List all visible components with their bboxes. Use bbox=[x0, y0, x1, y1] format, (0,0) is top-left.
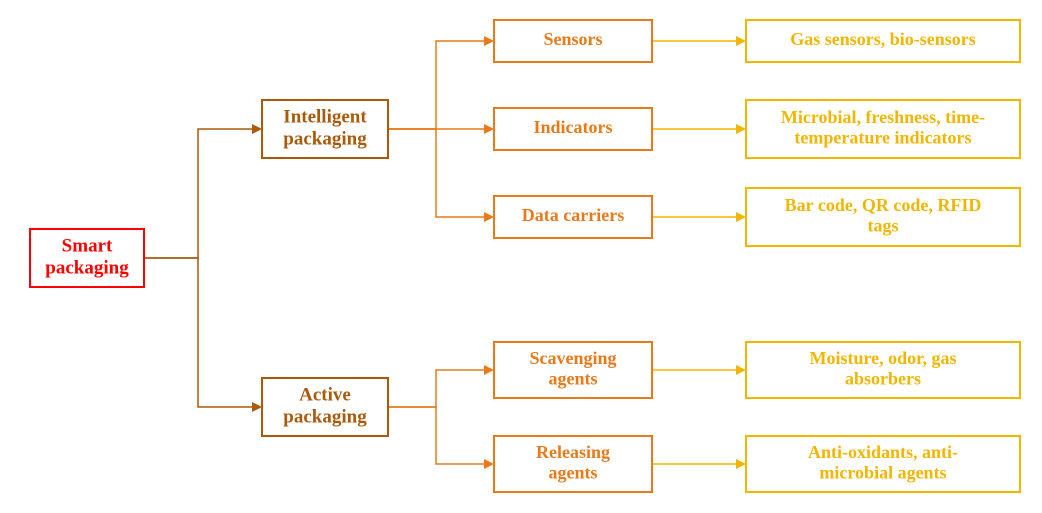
node-label: Gas sensors, bio-sensors bbox=[790, 29, 976, 49]
arrowhead-icon bbox=[484, 124, 494, 134]
edge-active-scavenging bbox=[388, 370, 484, 407]
node-antioxidants: Anti-oxidants, anti-microbial agents bbox=[746, 436, 1020, 492]
node-label: Intelligent bbox=[283, 106, 367, 127]
node-intelligent: Intelligentpackaging bbox=[262, 100, 388, 158]
arrowhead-icon bbox=[736, 459, 746, 469]
node-gas_sensors: Gas sensors, bio-sensors bbox=[746, 20, 1020, 62]
node-label: agents bbox=[549, 462, 598, 482]
node-label: packaging bbox=[283, 128, 367, 149]
arrowhead-icon bbox=[484, 36, 494, 46]
node-root: Smartpackaging bbox=[30, 229, 144, 287]
node-label: Bar code, QR code, RFID bbox=[785, 195, 982, 215]
node-moisture: Moisture, odor, gasabsorbers bbox=[746, 342, 1020, 398]
node-label: tags bbox=[868, 215, 899, 235]
node-label: Releasing bbox=[536, 442, 610, 462]
node-label: Scavenging bbox=[529, 348, 616, 368]
edge-root-intelligent bbox=[144, 129, 252, 258]
node-indicators: Indicators bbox=[494, 108, 652, 150]
arrowhead-icon bbox=[736, 124, 746, 134]
node-microbial: Microbial, freshness, time-temperature i… bbox=[746, 100, 1020, 158]
node-label: microbial agents bbox=[819, 462, 946, 482]
edge-root-active bbox=[144, 258, 252, 407]
node-label: absorbers bbox=[845, 368, 921, 388]
edge-active-releasing bbox=[388, 407, 484, 464]
node-label: packaging bbox=[283, 406, 367, 427]
node-label: Active bbox=[299, 384, 351, 405]
arrowhead-icon bbox=[252, 124, 262, 134]
node-sensors: Sensors bbox=[494, 20, 652, 62]
node-releasing: Releasingagents bbox=[494, 436, 652, 492]
node-label: Data carriers bbox=[522, 205, 624, 225]
node-scavenging: Scavengingagents bbox=[494, 342, 652, 398]
arrowhead-icon bbox=[252, 402, 262, 412]
edge-intelligent-sensors bbox=[388, 41, 484, 129]
arrowhead-icon bbox=[484, 212, 494, 222]
node-label: Sensors bbox=[543, 29, 602, 49]
arrowhead-icon bbox=[484, 365, 494, 375]
arrowhead-icon bbox=[736, 365, 746, 375]
arrowhead-icon bbox=[484, 459, 494, 469]
arrowhead-icon bbox=[736, 212, 746, 222]
node-label: temperature indicators bbox=[794, 127, 971, 147]
node-barcode: Bar code, QR code, RFIDtags bbox=[746, 188, 1020, 246]
node-datacarriers: Data carriers bbox=[494, 196, 652, 238]
node-label: packaging bbox=[45, 257, 129, 278]
node-label: Moisture, odor, gas bbox=[809, 348, 956, 368]
node-label: Indicators bbox=[533, 117, 612, 137]
node-label: agents bbox=[549, 368, 598, 388]
node-active: Activepackaging bbox=[262, 378, 388, 436]
arrowhead-icon bbox=[736, 36, 746, 46]
node-label: Smart bbox=[62, 235, 113, 256]
node-label: Microbial, freshness, time- bbox=[781, 107, 985, 127]
tree-diagram: SmartpackagingIntelligentpackagingActive… bbox=[0, 0, 1042, 513]
node-label: Anti-oxidants, anti- bbox=[808, 442, 958, 462]
edge-intelligent-datacarriers bbox=[388, 129, 484, 217]
